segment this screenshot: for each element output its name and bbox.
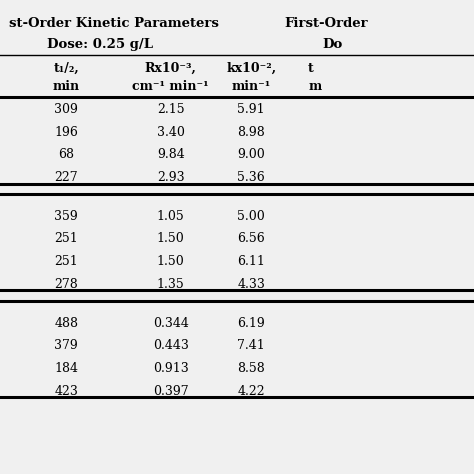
Text: 8.58: 8.58: [237, 362, 265, 375]
Text: 359: 359: [55, 210, 78, 223]
Text: 4.22: 4.22: [237, 385, 265, 398]
Text: 9.84: 9.84: [157, 148, 184, 161]
Text: 196: 196: [55, 126, 78, 138]
Text: 309: 309: [55, 103, 78, 116]
Text: 379: 379: [55, 339, 78, 352]
Text: 1.50: 1.50: [157, 232, 184, 246]
Text: 4.33: 4.33: [237, 278, 265, 291]
Text: 6.19: 6.19: [237, 317, 265, 329]
Text: 9.00: 9.00: [237, 148, 265, 161]
Text: st-Order Kinetic Parameters: st-Order Kinetic Parameters: [9, 17, 219, 29]
Text: cm⁻¹ min⁻¹: cm⁻¹ min⁻¹: [132, 80, 209, 92]
Text: kx10⁻²,: kx10⁻²,: [226, 62, 276, 74]
Text: 2.15: 2.15: [157, 103, 184, 116]
Text: 488: 488: [55, 317, 78, 329]
Text: 5.36: 5.36: [237, 171, 265, 184]
Text: 6.11: 6.11: [237, 255, 265, 268]
Text: 1.05: 1.05: [157, 210, 184, 223]
Text: 0.344: 0.344: [153, 317, 189, 329]
Text: 251: 251: [55, 255, 78, 268]
Text: 184: 184: [55, 362, 78, 375]
Text: Rx10⁻³,: Rx10⁻³,: [145, 62, 197, 74]
Text: min⁻¹: min⁻¹: [232, 80, 271, 92]
Text: m: m: [308, 80, 321, 92]
Text: 227: 227: [55, 171, 78, 184]
Text: Dose: 0.25 g/L: Dose: 0.25 g/L: [47, 38, 154, 51]
Text: 0.443: 0.443: [153, 339, 189, 352]
Text: 5.91: 5.91: [237, 103, 265, 116]
Text: 8.98: 8.98: [237, 126, 265, 138]
Text: t: t: [308, 62, 314, 74]
Text: 0.397: 0.397: [153, 385, 189, 398]
Text: 6.56: 6.56: [237, 232, 265, 246]
Text: 1.50: 1.50: [157, 255, 184, 268]
Text: 7.41: 7.41: [237, 339, 265, 352]
Text: First-Order: First-Order: [284, 17, 368, 29]
Text: t₁/₂,: t₁/₂,: [54, 62, 79, 74]
Text: 278: 278: [55, 278, 78, 291]
Text: 423: 423: [55, 385, 78, 398]
Text: 2.93: 2.93: [157, 171, 184, 184]
Text: Do: Do: [322, 38, 343, 51]
Text: 3.40: 3.40: [157, 126, 184, 138]
Text: 1.35: 1.35: [157, 278, 184, 291]
Text: 251: 251: [55, 232, 78, 246]
Text: min: min: [53, 80, 80, 92]
Text: 0.913: 0.913: [153, 362, 189, 375]
Text: 5.00: 5.00: [237, 210, 265, 223]
Text: 68: 68: [58, 148, 74, 161]
